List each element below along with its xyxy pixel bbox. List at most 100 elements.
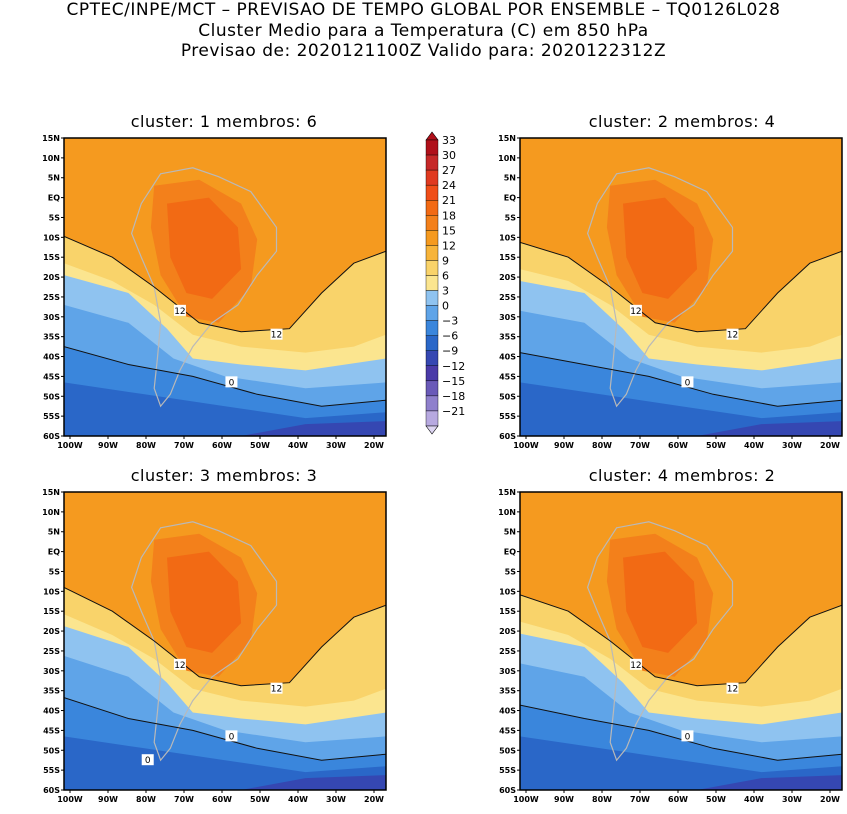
lat-tick-label: 5S	[49, 213, 61, 222]
contour-label: 12	[629, 304, 642, 317]
lat-tick-label: 40S	[499, 353, 516, 362]
colorbar-label: 33	[442, 134, 456, 147]
band-m6	[64, 736, 386, 790]
lon-tick-label: 90W	[98, 795, 118, 804]
lat-tick-label: 10S	[43, 233, 60, 242]
svg-text:12: 12	[174, 661, 185, 671]
lat-tick-label: 5N	[48, 174, 60, 183]
colorbar-label: −12	[442, 360, 465, 373]
colorbar-swatch	[425, 350, 439, 366]
contour-label: 12	[173, 304, 186, 317]
lon-tick-label: 60W	[668, 441, 688, 450]
lon-tick-label: 60W	[668, 795, 688, 804]
band-m6	[64, 382, 386, 436]
lon-tick-label: 60W	[212, 441, 232, 450]
lat-tick-label: 45S	[43, 372, 60, 381]
forecast-dates: Previsao de: 2020121100Z Valido para: 20…	[180, 41, 667, 61]
band-m9	[241, 775, 386, 790]
panel-2-title: cluster: 2 membros: 4	[588, 112, 776, 131]
lat-tick-label: 30S	[43, 667, 60, 676]
lon-tick-label: 90W	[98, 441, 118, 450]
svg-text:0: 0	[685, 378, 691, 388]
colorbar-label: −3	[442, 315, 458, 328]
lat-tick-label: EQ	[504, 548, 516, 557]
colorbar-swatch	[425, 365, 439, 382]
lat-tick-label: 40S	[499, 707, 516, 716]
svg-text:0: 0	[685, 732, 691, 742]
lon-tick-label: 30W	[326, 441, 346, 450]
contour-label: 12	[270, 328, 283, 341]
colorbar-swatch	[425, 230, 439, 246]
svg-text:0: 0	[229, 732, 235, 742]
colorbar-label: 0	[442, 300, 449, 313]
contour-12	[64, 586, 386, 687]
colorbar-swatch	[425, 154, 439, 171]
lon-tick-label: 90W	[554, 795, 574, 804]
coastline	[586, 167, 734, 408]
lat-tick-label: EQ	[48, 194, 60, 203]
colorbar-bottom-arrow	[425, 425, 439, 435]
lat-tick-label: 15N	[498, 134, 516, 143]
lat-tick-label: 55S	[499, 766, 516, 775]
lat-tick-label: 10S	[499, 587, 516, 596]
lat-tick-label: 55S	[43, 766, 60, 775]
colorbar-swatch	[425, 200, 439, 216]
colorbar-swatch	[425, 260, 439, 276]
lon-tick-label: 50W	[706, 441, 726, 450]
lat-tick-label: 15N	[42, 488, 60, 497]
lat-tick-label: 60S	[43, 432, 60, 441]
colorbar-swatch	[425, 275, 439, 291]
lat-tick-label: 20S	[43, 273, 60, 282]
lat-tick-label: 55S	[43, 412, 60, 421]
colorbar-swatch	[425, 305, 439, 321]
contour-label: 0	[681, 376, 694, 388]
lat-tick-label: 60S	[43, 786, 60, 795]
lat-tick-label: 20S	[499, 273, 516, 282]
lat-tick-label: 15S	[499, 253, 516, 262]
lat-tick-label: 20S	[499, 627, 516, 636]
colorbar-swatch	[425, 290, 439, 306]
colorbar-label: 21	[442, 194, 456, 207]
contour-0	[64, 346, 386, 407]
contour-12	[64, 235, 386, 333]
lat-tick-label: 20S	[43, 627, 60, 636]
lat-tick-label: 15N	[498, 488, 516, 497]
coastline	[586, 521, 734, 762]
colorbar-swatch	[425, 380, 439, 397]
colorbar-label: 12	[442, 239, 456, 252]
lat-tick-label: 15S	[499, 607, 516, 616]
colorbar-label: 30	[442, 149, 456, 162]
contour-12	[520, 594, 842, 687]
lon-tick-label: 20W	[820, 441, 840, 450]
contour-0	[64, 697, 386, 761]
lon-tick-label: 50W	[250, 441, 270, 450]
colorbar-swatch	[425, 169, 439, 186]
colorbar-swatch	[425, 335, 439, 351]
panel-4-title: cluster: 4 membros: 2	[588, 466, 776, 485]
colorbar-label: 15	[442, 224, 456, 237]
lon-tick-label: 80W	[136, 795, 156, 804]
lon-tick-label: 100W	[57, 795, 83, 804]
lat-tick-label: 35S	[43, 333, 60, 342]
lon-tick-label: 90W	[554, 441, 574, 450]
colorbar-label: −21	[442, 405, 465, 418]
lat-tick-label: 30S	[43, 313, 60, 322]
lon-tick-label: 20W	[364, 441, 384, 450]
lon-tick-label: 40W	[744, 441, 764, 450]
lat-tick-label: 50S	[43, 392, 60, 401]
map-frame	[519, 491, 843, 791]
colorbar-swatch	[425, 184, 439, 201]
band-21	[623, 551, 698, 653]
band-m9	[697, 421, 842, 436]
map-frame	[63, 491, 387, 791]
lat-tick-label: 10N	[42, 508, 60, 517]
contour-label: 0	[681, 730, 694, 742]
band-21	[623, 197, 698, 299]
contour-label: 0	[141, 754, 154, 766]
lon-tick-label: 100W	[57, 441, 83, 450]
lat-tick-label: 30S	[499, 667, 516, 676]
lon-tick-label: 80W	[592, 795, 612, 804]
band-21	[167, 197, 242, 299]
colorbar-swatch	[425, 139, 439, 156]
